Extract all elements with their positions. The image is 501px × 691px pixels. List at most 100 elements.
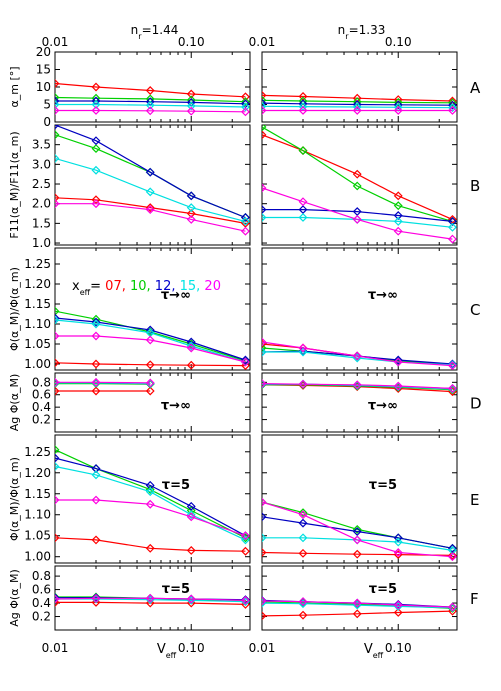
bottom-x-tick-label: 0.10	[178, 641, 205, 655]
data-point-10	[393, 201, 403, 211]
data-point-20	[262, 106, 267, 115]
y-axis-label: Φ(α_M)/Φ(α_m)	[8, 457, 21, 541]
data-point-10	[145, 485, 155, 495]
data-point-12	[145, 167, 155, 177]
data-point-20	[91, 106, 101, 115]
x-axis-label-part: eff	[166, 651, 177, 660]
data-point-20	[352, 351, 362, 361]
data-point-20	[298, 597, 308, 607]
data-point-12	[145, 480, 155, 490]
y-axis-label: F11(α_M)/F11(α_m)	[8, 131, 21, 238]
tau-annotation: τ=5	[369, 478, 397, 493]
x-axis-label-part: eff	[373, 651, 384, 660]
data-point-07	[352, 609, 362, 619]
panel-letter-B: B	[470, 177, 480, 195]
plot-data-B-1.33	[262, 125, 457, 244]
data-point-15	[145, 100, 155, 110]
data-point-07	[145, 360, 155, 370]
tau-annotation: τ=5	[162, 582, 190, 597]
data-point-07	[55, 193, 60, 203]
tau-annotation: τ→∞	[368, 399, 398, 414]
series-line-20	[55, 597, 246, 601]
n-r-label-part: r	[138, 32, 142, 41]
data-point-10	[352, 181, 362, 191]
data-point-07	[55, 533, 60, 543]
y-tick-label: 1.15	[24, 487, 51, 501]
data-point-20	[91, 593, 101, 603]
data-point-12	[447, 543, 457, 553]
data-point-10	[145, 94, 155, 104]
panel-F: 0.20.40.60.8 τ=5 τ=5 F Ag Φ(α_M)	[8, 565, 479, 631]
data-point-15	[91, 100, 101, 109]
data-point-10	[55, 93, 60, 102]
y-tick-label: 3.0	[32, 157, 51, 171]
n-r-label-part: r	[345, 32, 349, 41]
data-point-20	[298, 106, 308, 115]
y-tick-label: 2.0	[32, 197, 51, 211]
series-line-20	[262, 383, 453, 390]
data-point-10	[262, 125, 267, 132]
data-point-20	[447, 552, 457, 562]
data-point-10	[91, 314, 101, 324]
series-line-07	[55, 82, 246, 98]
y-tick-label: 0.2	[32, 610, 51, 624]
plot-frame	[261, 372, 458, 433]
data-point-07	[91, 597, 101, 607]
legend-entry-3: 15,	[180, 279, 205, 294]
data-point-10	[55, 445, 60, 455]
y-tick-label: 20	[36, 45, 51, 59]
data-point-20	[352, 380, 362, 390]
data-point-20	[145, 335, 155, 345]
series-line-12	[262, 516, 453, 549]
data-point-12	[55, 453, 60, 463]
data-point-07	[55, 386, 60, 396]
y-tick-label: 0	[43, 115, 51, 129]
legend-entry-4: 20	[204, 279, 221, 294]
data-point-20	[393, 548, 403, 557]
data-point-20	[393, 600, 403, 610]
legend: xeff= 07, 10, 12, 15, 20	[72, 279, 221, 297]
data-point-07	[186, 89, 196, 99]
series-line-12	[55, 125, 246, 219]
data-point-15	[447, 222, 457, 232]
y-tick-label: 0.4	[32, 596, 51, 610]
data-point-12	[55, 313, 60, 323]
y-tick-label: 1.25	[24, 445, 51, 459]
panel-E: 1.00 1.05 1.10 1.15 1.20 1.25 τ=5 τ=5 E Φ(α_M)/Φ(…	[8, 434, 479, 564]
data-point-20	[55, 377, 60, 387]
n-r-label-part: n	[131, 23, 139, 37]
x-axis-label-part: V	[364, 642, 373, 657]
top-x-tick-label: 0.10	[385, 35, 412, 49]
y-axis-label: Ag Φ(α_M)	[8, 374, 21, 432]
legend-prefix: =	[90, 279, 105, 294]
data-point-07	[145, 203, 155, 213]
series-line-20	[55, 335, 246, 363]
data-point-15	[393, 216, 403, 226]
y-tick-label: 0.8	[32, 375, 51, 389]
data-point-10	[55, 306, 60, 316]
data-point-12	[262, 512, 267, 522]
data-point-12	[393, 100, 403, 110]
n-r-label: nr=1.44	[131, 23, 179, 41]
plot-frame	[54, 372, 251, 433]
series-line-07	[262, 551, 453, 556]
data-point-07	[145, 543, 155, 553]
y-axis-label: α_m [°]	[8, 66, 21, 107]
data-point-10	[186, 95, 196, 105]
y-tick-label: 1.10	[24, 508, 51, 522]
data-point-20	[145, 205, 155, 215]
n-r-label: nr=1.33	[338, 23, 386, 41]
tau-annotation: τ=5	[369, 582, 397, 597]
data-point-15	[447, 545, 457, 555]
data-point-12	[447, 100, 457, 110]
data-point-20	[262, 379, 267, 389]
data-point-07	[240, 361, 250, 370]
tau-annotation: τ→∞	[161, 288, 191, 303]
series-line-20	[262, 187, 453, 240]
data-point-15	[262, 213, 267, 222]
data-point-20	[240, 595, 250, 605]
plot-frame	[54, 124, 251, 246]
x-axis-label: Veff	[364, 642, 384, 660]
data-point-20	[393, 106, 403, 115]
data-point-07	[262, 90, 267, 100]
